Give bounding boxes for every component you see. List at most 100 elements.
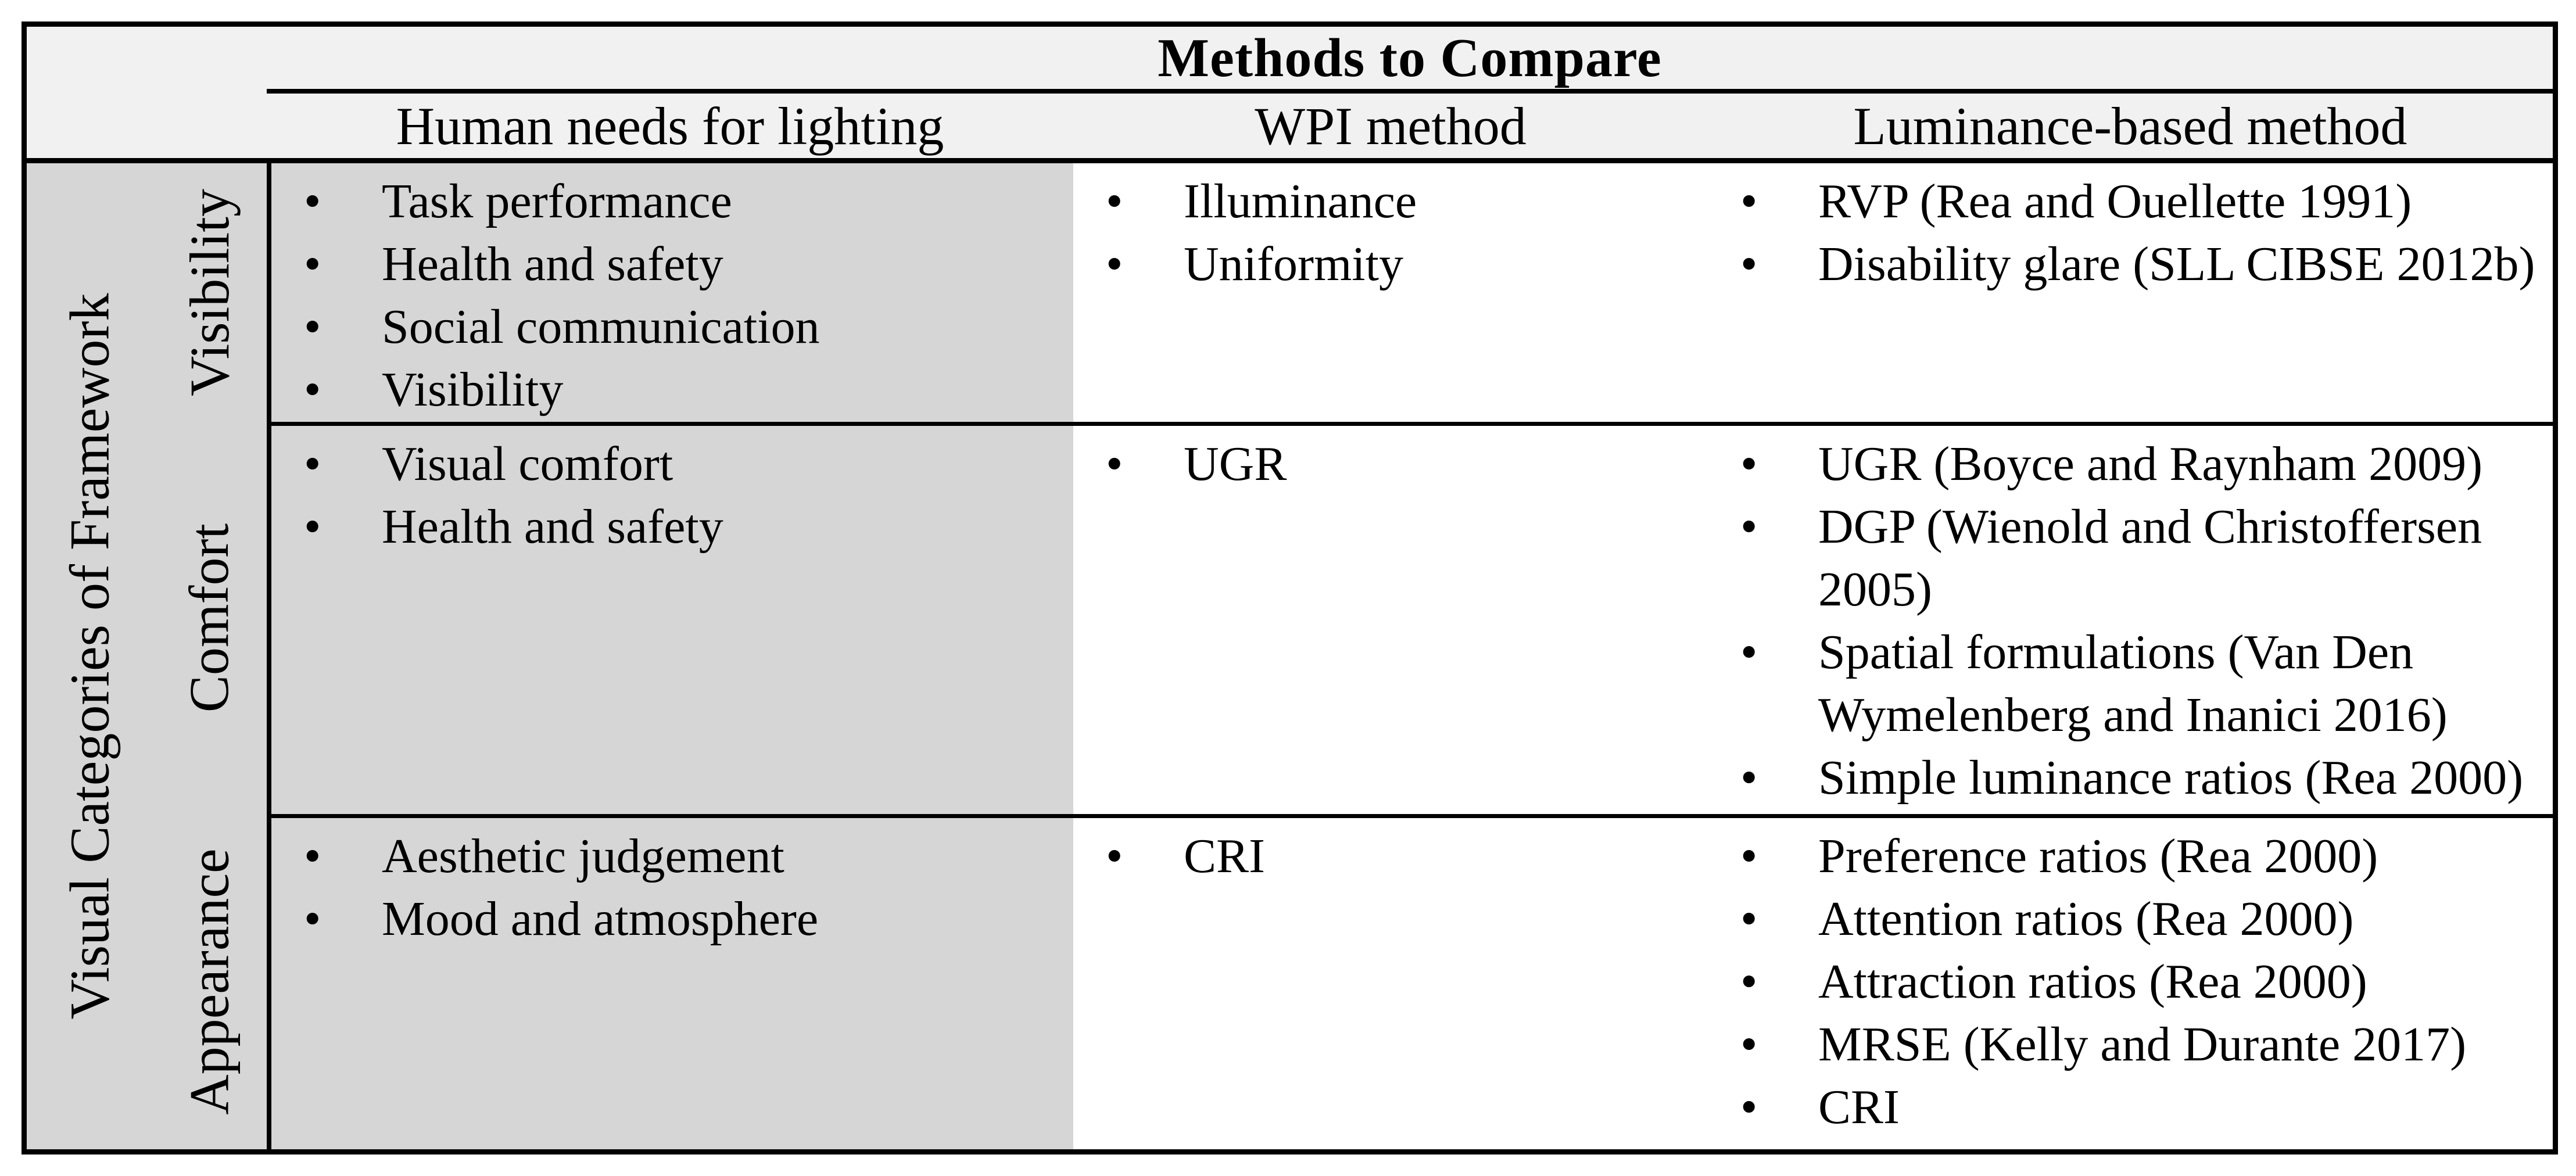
cell-appearance-wpi: • CRI xyxy=(1073,814,1708,1149)
bullet-list: • Preference ratios (Rea 2000) • Attention … xyxy=(1708,818,2553,1139)
bullet-icon: • xyxy=(1740,1080,1758,1134)
column-header-human-needs: Human needs for lighting xyxy=(267,94,1073,163)
list-item: • Preference ratios (Rea 2000) xyxy=(1708,825,2547,888)
list-item: • Illuminance xyxy=(1073,170,1702,233)
bullet-icon: • xyxy=(304,363,321,417)
bullet-icon: • xyxy=(1740,829,1758,883)
list-item-text: DGP (Wienold and Christoffersen 2005) xyxy=(1818,500,2482,616)
list-item: • Visibility xyxy=(271,358,1067,421)
list-item-text: Attraction ratios (Rea 2000) xyxy=(1818,955,2367,1009)
list-item-text: RVP (Rea and Ouellette 1991) xyxy=(1818,174,2412,228)
list-item: • CRI xyxy=(1708,1076,2547,1139)
bullet-icon: • xyxy=(1740,174,1758,228)
bullet-list: • UGR (Boyce and Raynham 2009) • DGP (Wieno… xyxy=(1708,426,2553,809)
list-item-text: Uniformity xyxy=(1184,237,1403,291)
bullet-list: • Aesthetic judgement • Mood and atmosphere xyxy=(271,818,1073,951)
list-item-text: UGR (Boyce and Raynham 2009) xyxy=(1818,437,2483,491)
list-item: • Visual comfort xyxy=(271,433,1067,496)
row-group-label-cell: Visual Categories of Framework xyxy=(27,163,152,1149)
bullet-icon: • xyxy=(1106,829,1123,883)
bullet-list: • Task performance • Health and safety • Soci… xyxy=(271,163,1073,421)
list-item-text: Preference ratios (Rea 2000) xyxy=(1818,829,2378,883)
list-item-text: Visual comfort xyxy=(382,437,673,491)
cell-visibility-human-needs: • Task performance • Health and safety • Soci… xyxy=(267,163,1073,422)
table-title-cell: Methods to Compare xyxy=(267,27,2553,94)
list-item-text: MRSE (Kelly and Durante 2017) xyxy=(1818,1017,2467,1071)
column-header-label: Human needs for lighting xyxy=(396,96,944,156)
list-item-text: Mood and atmosphere xyxy=(382,892,819,946)
list-item-text: Disability glare (SLL CIBSE 2012b) xyxy=(1818,237,2535,291)
list-item-text: Visibility xyxy=(382,363,564,417)
cell-comfort-wpi: • UGR xyxy=(1073,422,1708,814)
bullet-icon: • xyxy=(304,500,321,554)
list-item: • Disability glare (SLL CIBSE 2012b) xyxy=(1708,233,2547,296)
comparison-table: Methods to Compare Human needs for light… xyxy=(22,21,2558,1155)
list-item: • UGR xyxy=(1073,433,1702,496)
bullet-icon: • xyxy=(1740,625,1758,679)
bullet-icon: • xyxy=(1740,237,1758,291)
list-item: • Aesthetic judgement xyxy=(271,825,1067,888)
row-label-text: Visibility xyxy=(178,189,241,396)
bullet-icon: • xyxy=(304,829,321,883)
bullet-icon: • xyxy=(304,237,321,291)
list-item-text: CRI xyxy=(1184,829,1266,883)
list-item-text: Task performance xyxy=(382,174,732,228)
row-label-comfort: Comfort xyxy=(152,422,267,814)
list-item: • Mood and atmosphere xyxy=(271,888,1067,951)
bullet-icon: • xyxy=(1740,751,1758,805)
list-item-text: Simple luminance ratios (Rea 2000) xyxy=(1818,751,2524,805)
bullet-icon: • xyxy=(1740,892,1758,946)
list-item: • RVP (Rea and Ouellette 1991) xyxy=(1708,170,2547,233)
row-label-text: Appearance xyxy=(178,848,241,1115)
list-item: • Health and safety xyxy=(271,233,1067,296)
row-label-visibility: Visibility xyxy=(152,163,267,422)
list-item-text: Spatial formulations (Van Den Wymelenber… xyxy=(1818,625,2448,742)
list-item-text: Social communication xyxy=(382,300,820,354)
list-item-text: Health and safety xyxy=(382,500,723,554)
bullet-icon: • xyxy=(1106,174,1123,228)
bullet-icon: • xyxy=(304,174,321,228)
column-header-wpi-method: WPI method xyxy=(1073,94,1708,163)
bullet-list: • CRI xyxy=(1073,818,1708,888)
list-item: • Health and safety xyxy=(271,496,1067,558)
bullet-icon: • xyxy=(1106,437,1123,491)
row-group-label: Visual Categories of Framework xyxy=(58,293,121,1020)
list-item: • Task performance xyxy=(271,170,1067,233)
row-label-appearance: Appearance xyxy=(152,814,267,1149)
cell-appearance-human-needs: • Aesthetic judgement • Mood and atmosphere xyxy=(267,814,1073,1149)
bullet-list: • UGR xyxy=(1073,426,1708,496)
table-title: Methods to Compare xyxy=(1158,27,1662,88)
bullet-list: • Illuminance • Uniformity xyxy=(1073,163,1708,296)
bullet-icon: • xyxy=(304,892,321,946)
bullet-list: • Visual comfort • Health and safety xyxy=(271,426,1073,558)
bullet-list: • RVP (Rea and Ouellette 1991) • Disability… xyxy=(1708,163,2553,296)
list-item: • Social communication xyxy=(271,296,1067,358)
column-header-luminance-method: Luminance-based method xyxy=(1708,94,2553,163)
column-header-label: WPI method xyxy=(1255,96,1527,156)
list-item-text: Illuminance xyxy=(1184,174,1417,228)
list-item: • Attraction ratios (Rea 2000) xyxy=(1708,951,2547,1013)
row-label-text: Comfort xyxy=(178,523,241,713)
list-item: • MRSE (Kelly and Durante 2017) xyxy=(1708,1013,2547,1076)
bullet-icon: • xyxy=(1740,500,1758,554)
cell-comfort-human-needs: • Visual comfort • Health and safety xyxy=(267,422,1073,814)
list-item: • Uniformity xyxy=(1073,233,1702,296)
list-item-text: UGR xyxy=(1184,437,1287,491)
cell-comfort-luminance: • UGR (Boyce and Raynham 2009) • DGP (Wieno… xyxy=(1708,422,2553,814)
bullet-icon: • xyxy=(304,437,321,491)
cell-appearance-luminance: • Preference ratios (Rea 2000) • Attention … xyxy=(1708,814,2553,1149)
list-item: • UGR (Boyce and Raynham 2009) xyxy=(1708,433,2547,496)
list-item-text: CRI xyxy=(1818,1080,1900,1134)
column-header-label: Luminance-based method xyxy=(1853,96,2407,156)
list-item-text: Attention ratios (Rea 2000) xyxy=(1818,892,2354,946)
list-item: • DGP (Wienold and Christoffersen 2005) xyxy=(1708,496,2547,621)
list-item: • Attention ratios (Rea 2000) xyxy=(1708,888,2547,951)
list-item: • Simple luminance ratios (Rea 2000) xyxy=(1708,747,2547,809)
header-corner-cell xyxy=(27,27,267,163)
list-item-text: Health and safety xyxy=(382,237,723,291)
cell-visibility-luminance: • RVP (Rea and Ouellette 1991) • Disability… xyxy=(1708,163,2553,422)
list-item: • Spatial formulations (Van Den Wymelenbe… xyxy=(1708,621,2547,747)
bullet-icon: • xyxy=(1106,237,1123,291)
bullet-icon: • xyxy=(1740,955,1758,1009)
